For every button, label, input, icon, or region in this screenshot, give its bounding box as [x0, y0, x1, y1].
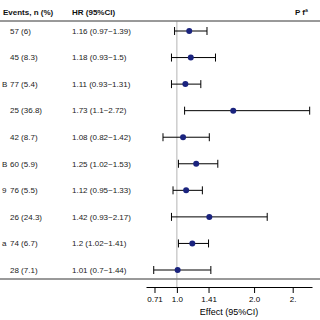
ci-cap	[309, 107, 310, 115]
table-cell: 1.16 (0.97~1.39)	[72, 27, 131, 36]
ci-line	[154, 270, 211, 271]
ci-cap	[162, 133, 163, 141]
point	[189, 240, 195, 246]
point	[193, 161, 199, 167]
row-label: 9	[2, 186, 7, 195]
ci-cap	[171, 54, 172, 62]
point	[180, 134, 186, 140]
point	[230, 108, 236, 114]
point	[182, 81, 188, 87]
ci-cap	[178, 160, 179, 168]
ci-cap	[215, 54, 216, 62]
ci-cap	[200, 80, 201, 88]
tick-label: 1.41	[201, 295, 217, 304]
point	[175, 267, 181, 273]
table-cell: 1.11 (0.93~1.31)	[72, 80, 131, 89]
tick-mark	[154, 287, 155, 293]
table-cell: 1.18 (0.93~1.5)	[72, 53, 127, 62]
table-cell: 1.01 (0.7~1.44)	[72, 266, 127, 275]
table-cell: 1.2 (1.02~1.41)	[72, 239, 127, 248]
ci-cap	[153, 266, 154, 274]
tick: 2.0	[249, 287, 261, 304]
table-cell: 1.12 (0.95~1.33)	[72, 186, 131, 195]
table-cell: 26 (24.3)	[10, 213, 42, 222]
tick-mark	[177, 287, 178, 293]
ci-line	[171, 216, 267, 217]
column-header: P fª	[295, 8, 308, 17]
column-header: HR (95%CI)	[72, 8, 115, 17]
tick: 0.71	[147, 287, 163, 304]
table-cell: 45 (8.3)	[10, 53, 38, 62]
ci-cap	[171, 213, 172, 221]
ci-cap	[208, 239, 209, 247]
tick-mark	[209, 287, 210, 293]
tick-mark	[254, 287, 255, 293]
column-header: Events, n (%)	[3, 8, 54, 17]
ci-cap	[209, 133, 210, 141]
tick: 2.	[290, 287, 297, 304]
ci-cap	[173, 186, 174, 194]
ci-cap	[206, 27, 207, 35]
tick: 1.41	[201, 287, 217, 304]
ci-cap	[174, 27, 175, 35]
tick-label: 2.0	[249, 295, 261, 304]
tick-label: 2.	[290, 295, 297, 304]
ci-cap	[178, 239, 179, 247]
table-cell: 1.42 (0.93~2.17)	[72, 213, 131, 222]
plot-area	[154, 21, 310, 287]
tick-mark	[293, 287, 294, 293]
ci-cap	[184, 107, 185, 115]
rule	[0, 21, 320, 22]
x-axis: 0.71 1.0 1.41 2.0 2.	[147, 287, 313, 304]
point	[188, 55, 194, 61]
table-cell: 28 (7.1)	[10, 266, 38, 275]
axis-title: Effect (95%CI)	[200, 307, 258, 317]
row-label: a	[2, 239, 7, 248]
row-label: B	[2, 160, 7, 169]
point	[186, 28, 192, 34]
ci-line	[163, 137, 209, 138]
table-cell: 1.08 (0.82~1.42)	[72, 133, 131, 142]
table-cell: 77 (5.4)	[10, 80, 38, 89]
row-label: B	[2, 80, 7, 89]
point	[183, 187, 189, 193]
ci-cap	[171, 80, 172, 88]
ci-cap	[202, 186, 203, 194]
ci-cap	[217, 160, 218, 168]
table-cell: 25 (36.8)	[10, 106, 42, 115]
table-cell: 1.25 (1.02~1.53)	[72, 160, 131, 169]
point	[206, 214, 212, 220]
table-cell: 74 (6.7)	[10, 239, 38, 248]
table-cell: 76 (5.5)	[10, 186, 38, 195]
table-cell: 57 (6)	[10, 27, 31, 36]
tick: 1.0	[172, 287, 184, 304]
chart: 0.71 1.0 1.41 2.0 2. Effect (95%CI) Events, n …	[0, 0, 320, 320]
table-cell: 1.73 (1.1~2.72)	[72, 106, 127, 115]
tick-label: 1.0	[172, 295, 184, 304]
table-cell: 42 (8.7)	[10, 133, 38, 142]
table-cell: 60 (5.9)	[10, 160, 38, 169]
ci-line	[185, 110, 310, 111]
rule	[0, 279, 320, 280]
axis-line	[147, 287, 313, 288]
ci-cap	[267, 213, 268, 221]
ci-cap	[210, 266, 211, 274]
tick-label: 0.71	[147, 295, 163, 304]
reference-line	[176, 21, 177, 287]
